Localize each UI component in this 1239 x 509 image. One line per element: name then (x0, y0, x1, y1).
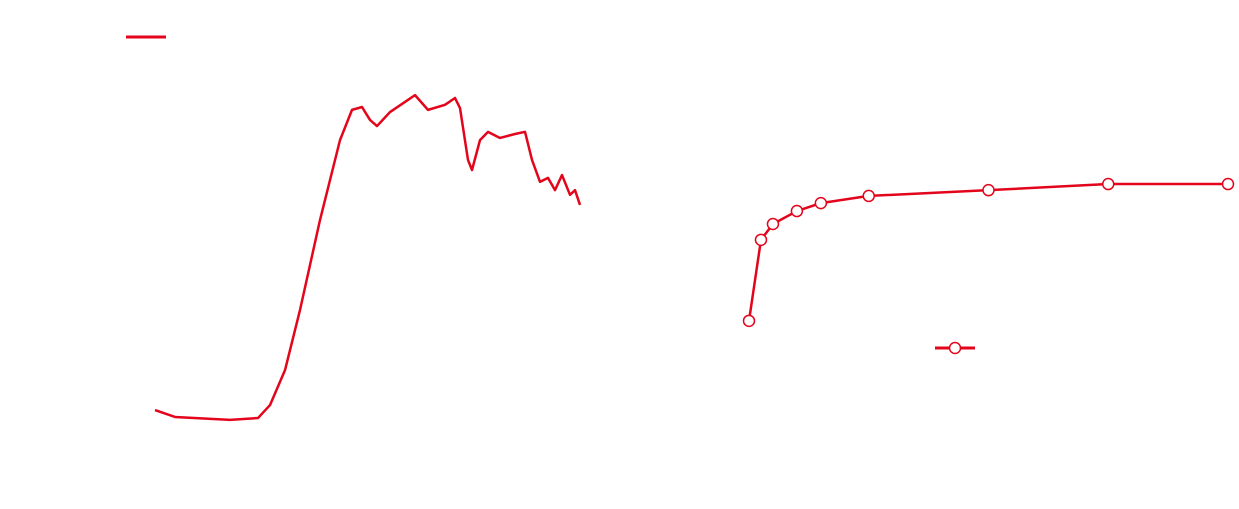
data-point (790, 204, 804, 218)
data-point (862, 189, 875, 203)
data-point (754, 233, 768, 247)
legend-marker (948, 341, 962, 355)
data-line (154, 93, 582, 422)
data-point (742, 314, 756, 328)
data-point (982, 183, 995, 197)
data-point (814, 196, 828, 210)
data-point (1102, 177, 1115, 191)
data-point (766, 217, 780, 231)
data-point (1221, 177, 1235, 191)
